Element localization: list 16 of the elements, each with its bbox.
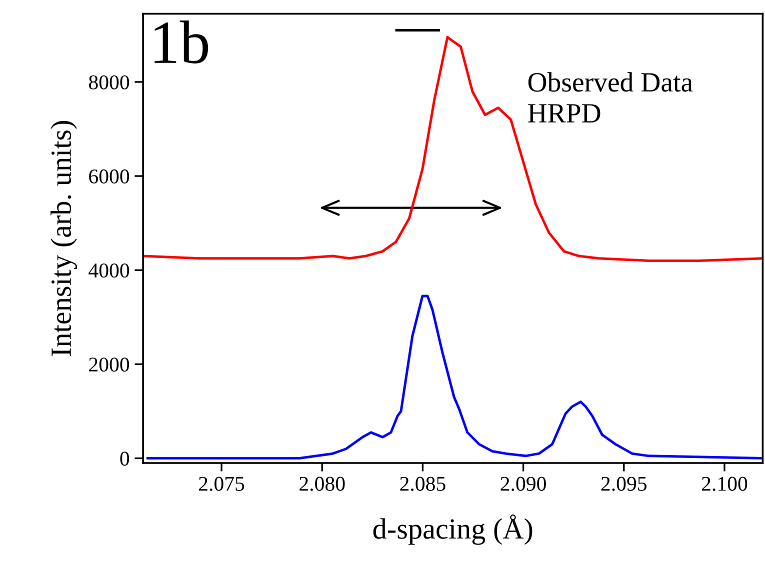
x-tick-label: 2.095 bbox=[601, 476, 647, 491]
y-tick-label: 4000 bbox=[88, 263, 130, 278]
x-tick-label: 2.075 bbox=[198, 476, 244, 491]
annotation: 1b bbox=[154, 20, 208, 64]
x-tick-label: 2.085 bbox=[400, 476, 446, 491]
y-axis-title: Intensity (arb. units) bbox=[50, 120, 78, 356]
x-tick-label: 2.100 bbox=[702, 476, 748, 491]
x-tick-label: 2.090 bbox=[500, 476, 546, 491]
annotation: Observed Data HRPD bbox=[528, 72, 693, 122]
y-tick-label: 8000 bbox=[88, 75, 130, 90]
line-series bbox=[146, 294, 763, 460]
y-tick-label: 0 bbox=[120, 452, 130, 466]
y-tick-label: 2000 bbox=[89, 358, 130, 372]
x-tick-label: 2.080 bbox=[300, 476, 345, 491]
y-tick-label: 6000 bbox=[89, 169, 130, 184]
x-axis-title: d-spacing (Å) bbox=[373, 514, 532, 545]
